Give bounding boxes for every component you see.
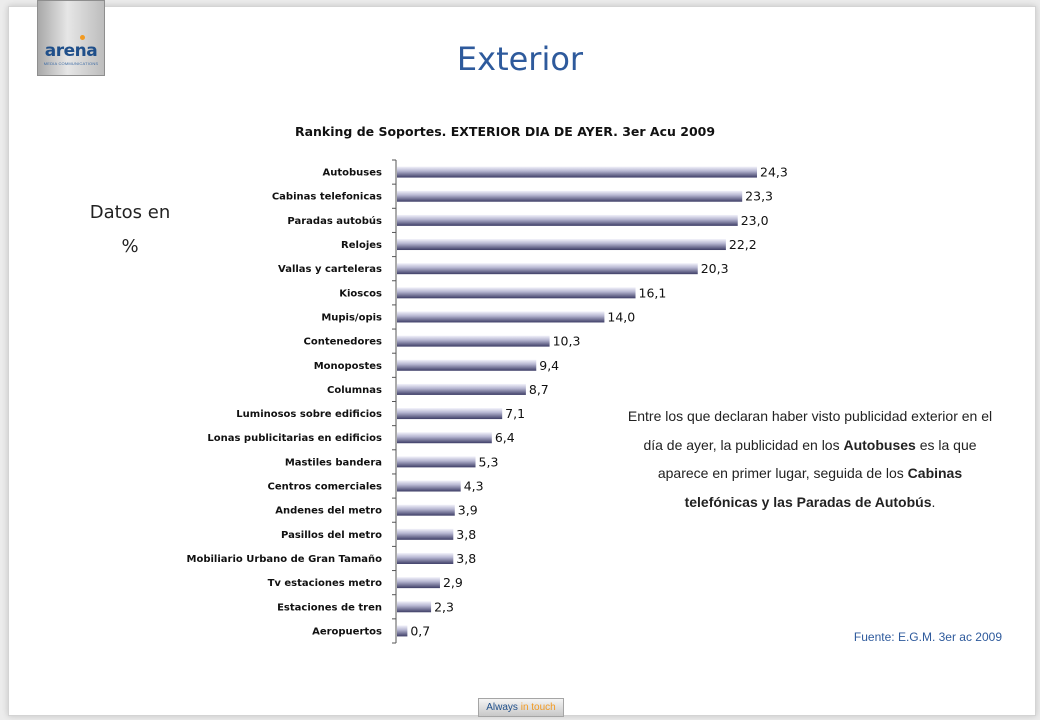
logo-subtitle: MEDIA COMMUNICATIONS xyxy=(43,61,99,66)
category-label: Andenes del metro xyxy=(275,506,382,517)
bar xyxy=(397,504,455,516)
note-text-1: Entre los que declaran haber visto publi… xyxy=(627,408,993,453)
value-label: 3,8 xyxy=(456,527,476,542)
bar xyxy=(397,383,526,395)
value-label: 6,4 xyxy=(495,430,515,445)
summary-note: Entre los que declaran haber visto publi… xyxy=(620,402,1000,516)
bar xyxy=(397,287,636,299)
category-label: Kioscos xyxy=(339,288,382,299)
value-label: 0,7 xyxy=(410,623,430,638)
category-label: Vallas y carteleras xyxy=(278,264,382,275)
value-label: 4,3 xyxy=(464,479,484,494)
arena-logo: arena MEDIA COMMUNICATIONS xyxy=(37,0,105,76)
category-label: Pasillos del metro xyxy=(281,530,382,541)
value-label: 2,3 xyxy=(434,599,454,614)
bar xyxy=(397,408,503,420)
unit-note-line2: % xyxy=(121,236,139,257)
value-label: 5,3 xyxy=(479,454,499,469)
bar xyxy=(397,601,432,613)
category-label: Estaciones de tren xyxy=(277,602,382,613)
category-label: Mastiles bandera xyxy=(285,457,382,468)
category-label: Autobuses xyxy=(323,168,383,179)
bar xyxy=(397,335,550,347)
note-text-2: es la que aparece en primer lugar, segui… xyxy=(657,436,977,482)
bar xyxy=(397,480,461,492)
bar xyxy=(397,432,492,444)
value-label: 7,1 xyxy=(505,406,525,421)
category-label: Monopostes xyxy=(314,361,382,372)
page-title: Exterior xyxy=(456,40,584,78)
value-label: 22,2 xyxy=(729,237,757,252)
category-label: Columnas xyxy=(327,385,382,396)
footer-word-1: Always xyxy=(486,702,518,713)
chart-title: Ranking de Soportes. EXTERIOR DIA DE AYE… xyxy=(294,124,716,139)
unit-note-line1: Datos en xyxy=(89,202,171,223)
value-label: 3,8 xyxy=(456,551,476,566)
value-label: 9,4 xyxy=(539,358,559,373)
value-label: 14,0 xyxy=(607,309,635,324)
category-label: Centros comerciales xyxy=(268,482,383,493)
note-text-3: . xyxy=(931,493,936,510)
footer-word-2: in touch xyxy=(520,702,556,713)
bar xyxy=(397,311,605,323)
category-label: Contenedores xyxy=(304,337,383,348)
note-bold-1: Autobuses xyxy=(843,436,916,453)
footer-logo: Always in touch xyxy=(478,698,564,717)
value-label: 10,3 xyxy=(553,334,581,349)
bar xyxy=(397,239,726,251)
source-note: Fuente: E.G.M. 3er ac 2009 xyxy=(853,630,1002,644)
category-label: Relojes xyxy=(341,240,382,251)
bar xyxy=(397,190,743,202)
bar xyxy=(397,528,454,540)
value-label: 2,9 xyxy=(443,575,463,590)
bar xyxy=(397,456,476,468)
category-label: Lonas publicitarias en edificios xyxy=(207,433,382,444)
bar xyxy=(397,577,440,589)
bar xyxy=(397,263,698,275)
category-label: Paradas autobús xyxy=(287,215,382,227)
bar xyxy=(397,552,454,564)
category-label: Luminosos sobre edificios xyxy=(236,409,382,420)
note-bold-2: Cabinas telefónicas y las Paradas de Aut… xyxy=(684,465,963,510)
value-label: 16,1 xyxy=(639,285,667,300)
unit-note: Datos en % xyxy=(70,196,190,264)
value-label: 20,3 xyxy=(701,261,729,276)
value-label: 8,7 xyxy=(529,382,549,397)
category-label: Mobiliario Urbano de Gran Tamaño xyxy=(187,554,383,565)
bar xyxy=(397,359,537,371)
category-label: Aeropuertos xyxy=(312,626,382,637)
value-label: 24,3 xyxy=(760,165,788,180)
value-label: 3,9 xyxy=(458,503,478,518)
logo-dot-icon xyxy=(80,35,85,40)
value-label: 23,0 xyxy=(741,213,769,228)
bar xyxy=(397,625,408,637)
category-label: Mupis/opis xyxy=(321,312,382,323)
bar xyxy=(397,214,738,226)
bar xyxy=(397,166,757,178)
category-label: Tv estaciones metro xyxy=(268,578,383,589)
value-label: 23,3 xyxy=(745,189,773,204)
category-label: Cabinas telefonicas xyxy=(272,192,382,203)
logo-word: arena xyxy=(44,41,98,61)
